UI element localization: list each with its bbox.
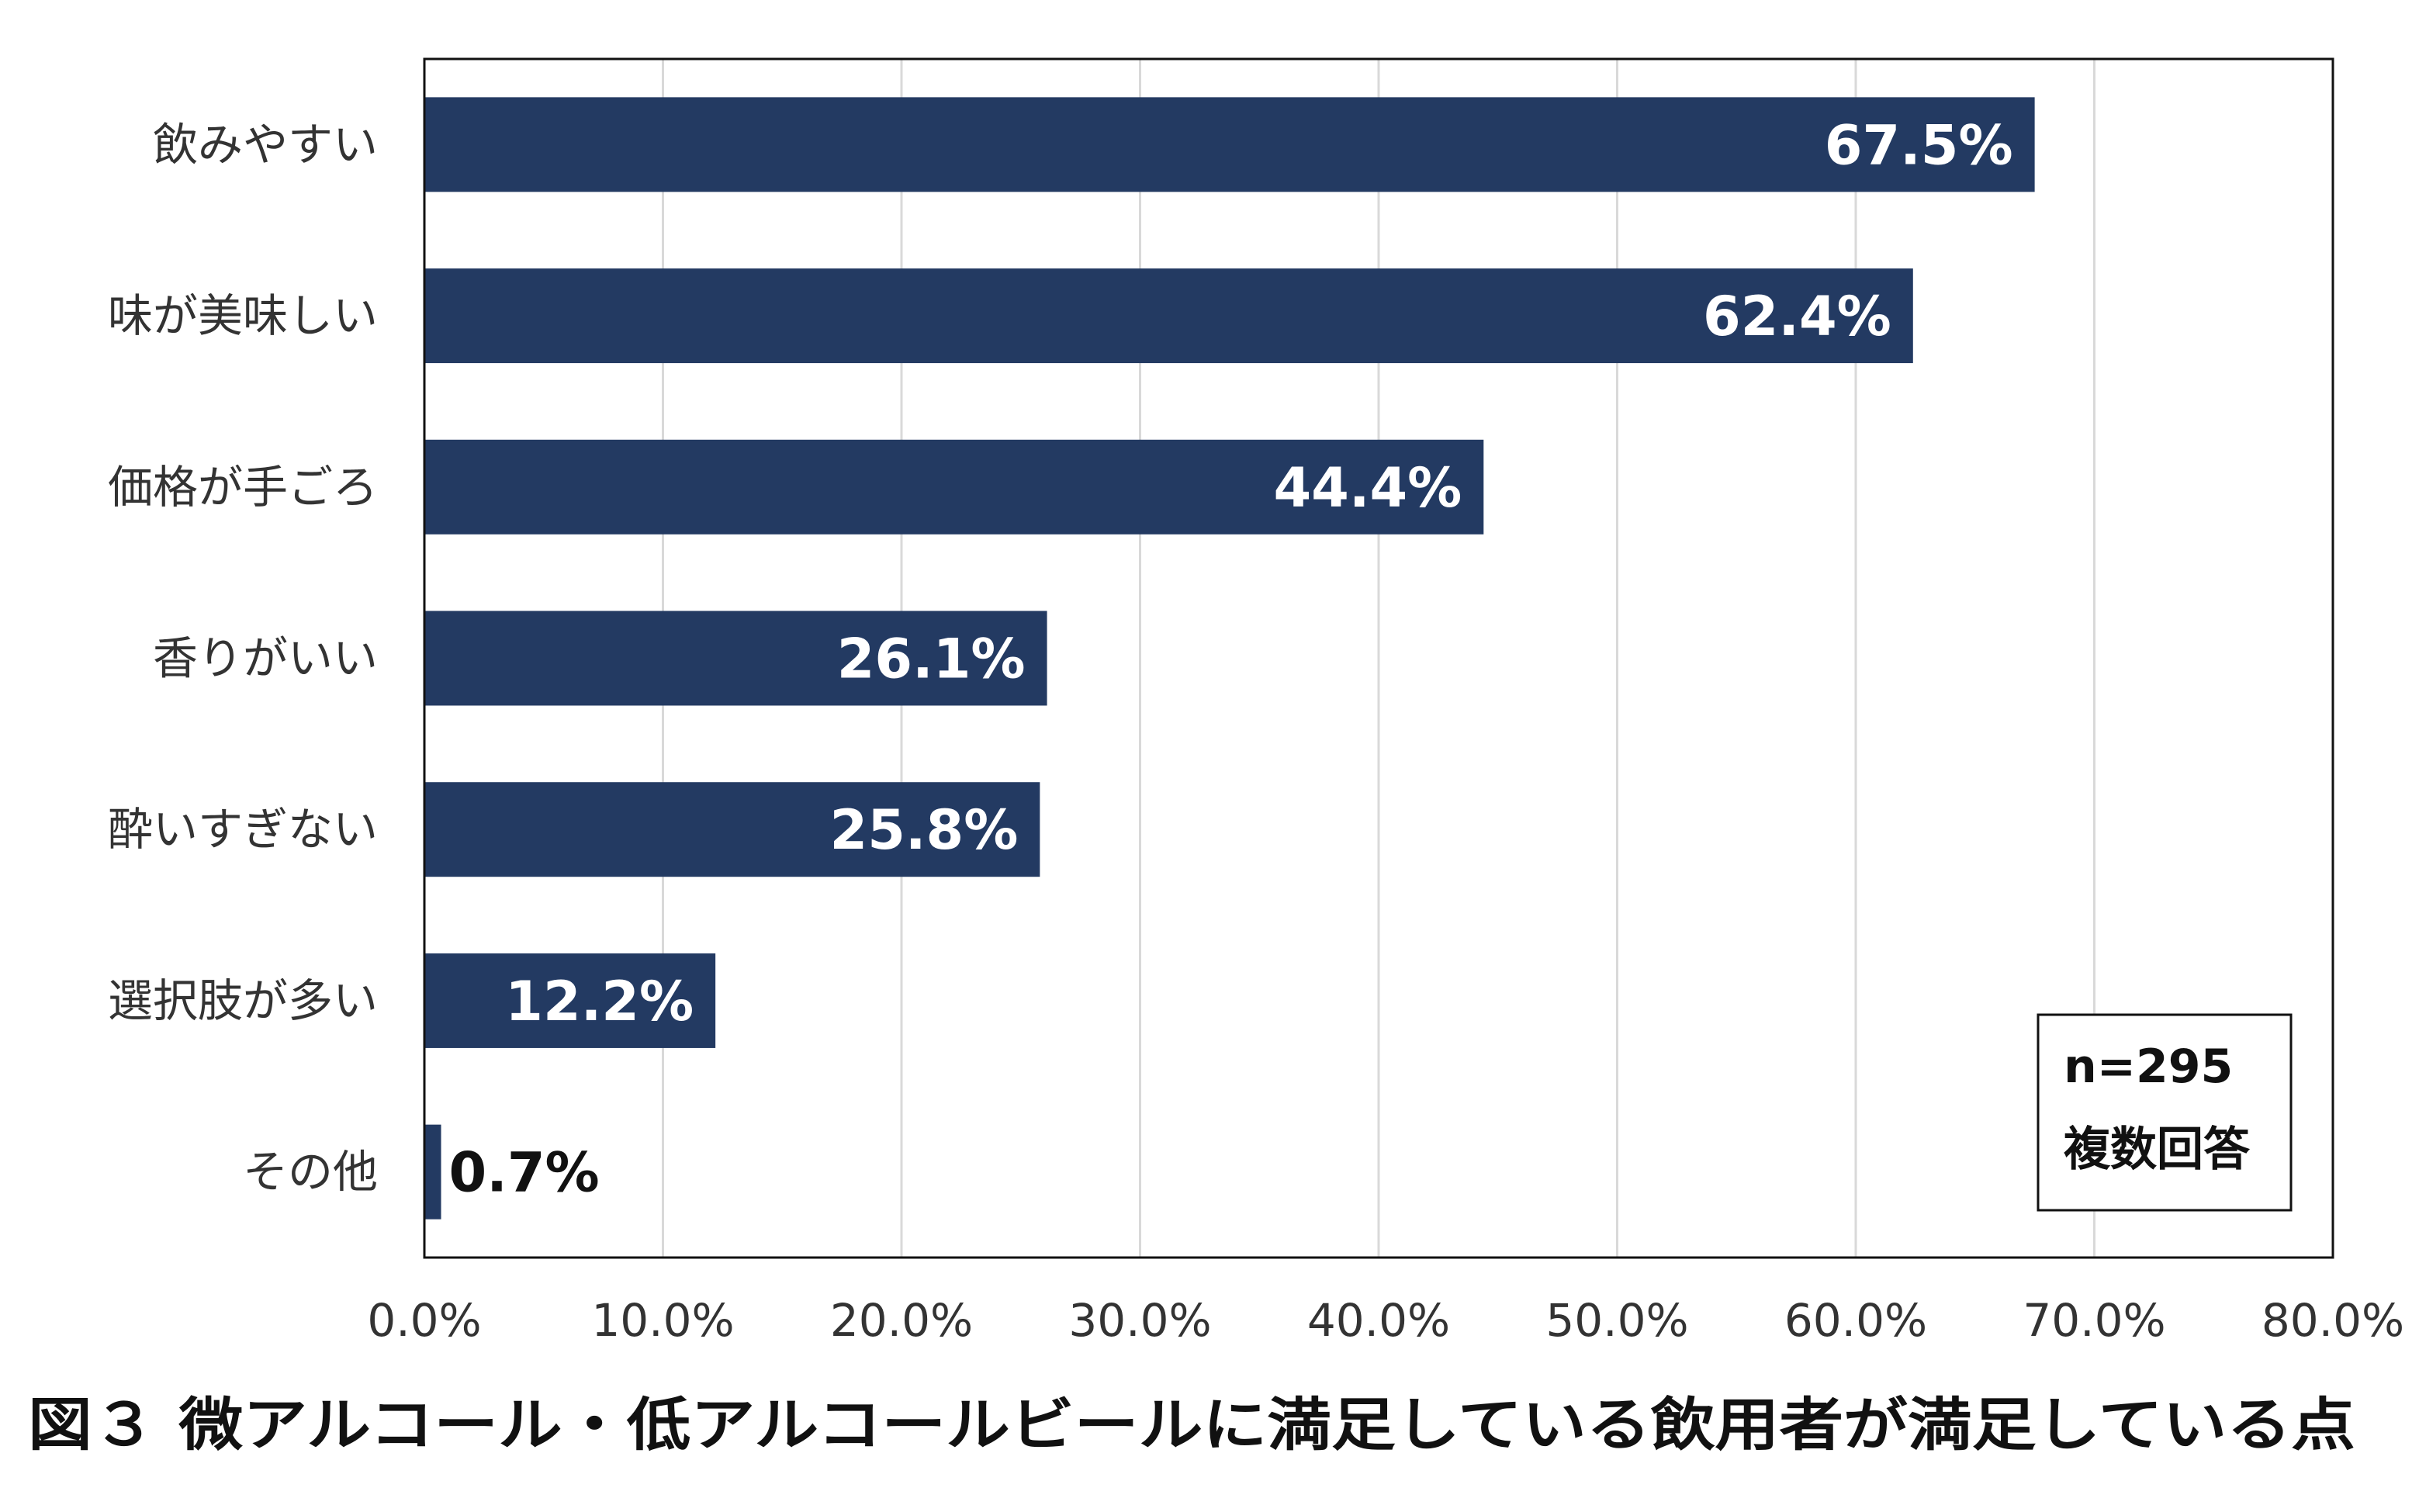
- bar-value-label: 12.2%: [505, 970, 694, 1033]
- note-sample-size: n=295: [2064, 1040, 2233, 1094]
- note-box-frame: [2037, 1013, 2293, 1212]
- x-tick-label: 50.0%: [1545, 1294, 1688, 1347]
- bar-value-label: 0.7%: [449, 1141, 600, 1205]
- bars: [424, 97, 2035, 1220]
- category-label: 香りがいい: [153, 632, 378, 685]
- category-label: 飲みやすい: [153, 118, 378, 171]
- category-label: その他: [243, 1146, 378, 1199]
- x-tick-label: 70.0%: [2023, 1294, 2165, 1347]
- x-tick-label: 20.0%: [830, 1294, 973, 1347]
- x-tick-labels: 0.0% 10.0% 20.0% 30.0% 40.0% 50.0% 60.0% 70.0% 8…: [367, 1294, 2404, 1347]
- x-tick-label: 0.0%: [367, 1294, 481, 1347]
- bar-value-label: 25.8%: [829, 798, 1018, 862]
- x-tick-label: 60.0%: [1784, 1294, 1927, 1347]
- x-tick-label: 80.0%: [2262, 1294, 2404, 1347]
- bar: [424, 782, 1040, 877]
- note-answer-type: 複数回答: [2064, 1123, 2251, 1177]
- bar: [424, 97, 2035, 192]
- x-tick-label: 10.0%: [591, 1294, 734, 1347]
- category-label: 価格が手ごろ: [108, 461, 378, 514]
- x-tick-label: 30.0%: [1068, 1294, 1211, 1347]
- category-label: 酔いすぎない: [108, 803, 378, 856]
- bar: [424, 611, 1047, 706]
- plot-frame: [423, 57, 2334, 1259]
- bar: [424, 439, 1484, 535]
- note-box: n=295 複数回答: [2037, 1013, 2293, 1212]
- bar-value-labels: 67.5% 62.4% 44.4% 26.1% 25.8% 12.2% 0.7%: [449, 113, 2013, 1204]
- category-label: 味が美味しい: [108, 289, 378, 342]
- category-label: 選択肢が多い: [108, 974, 378, 1027]
- bar: [424, 953, 716, 1048]
- bar-value-label: 44.4%: [1273, 456, 1462, 520]
- x-tick-label: 40.0%: [1307, 1294, 1450, 1347]
- bar-value-label: 67.5%: [1825, 113, 2013, 177]
- bar-value-label: 62.4%: [1703, 285, 1891, 348]
- bar: [424, 268, 1913, 364]
- bar: [424, 1124, 441, 1220]
- bar-value-label: 26.1%: [837, 628, 1026, 691]
- figure-caption: 図３ 微アルコール・低アルコールビールに満足している飲用者が満足している点: [28, 1392, 2355, 1458]
- gridlines: [662, 59, 2095, 1258]
